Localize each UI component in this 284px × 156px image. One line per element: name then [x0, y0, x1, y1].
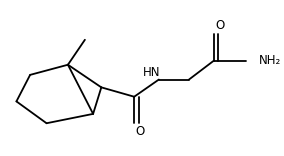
Text: O: O — [215, 19, 224, 32]
Text: O: O — [135, 125, 145, 138]
Text: HN: HN — [142, 66, 160, 79]
Text: NH₂: NH₂ — [259, 54, 281, 67]
